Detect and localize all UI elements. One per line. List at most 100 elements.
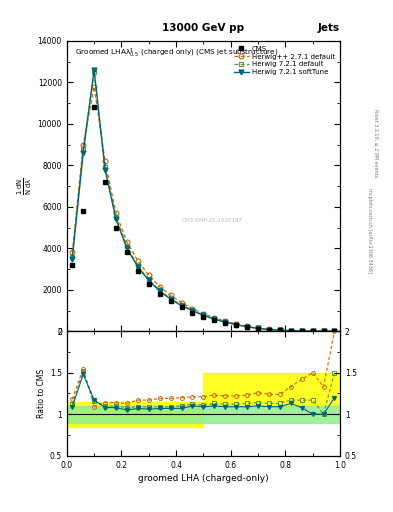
- CMS: [245, 324, 250, 330]
- X-axis label: groomed LHA (charged-only): groomed LHA (charged-only): [138, 474, 269, 483]
- Herwig++ 2.7.1 default: [125, 239, 129, 245]
- Herwig++ 2.7.1 default: [168, 292, 173, 298]
- Herwig++ 2.7.1 default: [288, 328, 293, 334]
- Herwig 7.2.1 softTune: [190, 308, 195, 314]
- Herwig 7.2.1 softTune: [288, 328, 293, 334]
- Herwig 7.2.1 default: [245, 324, 250, 330]
- Herwig++ 2.7.1 default: [245, 323, 250, 329]
- Herwig 7.2.1 default: [190, 307, 195, 313]
- Herwig 7.2.1 default: [125, 243, 129, 249]
- Herwig 7.2.1 default: [168, 295, 173, 302]
- Herwig 7.2.1 softTune: [157, 288, 162, 294]
- Herwig 7.2.1 softTune: [103, 166, 107, 173]
- Herwig 7.2.1 default: [92, 69, 97, 75]
- CMS: [179, 304, 184, 310]
- CMS: [92, 104, 97, 111]
- Herwig++ 2.7.1 default: [157, 284, 162, 290]
- Text: mcplots.cern.ch [arXiv:1306.3436]: mcplots.cern.ch [arXiv:1306.3436]: [367, 188, 372, 273]
- Herwig 7.2.1 softTune: [114, 216, 118, 222]
- Line: CMS: CMS: [70, 105, 336, 333]
- CMS: [288, 328, 293, 334]
- Herwig 7.2.1 softTune: [332, 328, 337, 334]
- Herwig 7.2.1 default: [321, 328, 326, 334]
- Herwig 7.2.1 default: [136, 263, 140, 269]
- Herwig 7.2.1 softTune: [168, 296, 173, 302]
- CMS: [125, 249, 129, 255]
- CMS: [146, 281, 151, 287]
- Herwig 7.2.1 softTune: [299, 328, 304, 334]
- Herwig 7.2.1 default: [179, 302, 184, 308]
- CMS: [70, 262, 75, 268]
- Herwig 7.2.1 softTune: [201, 312, 206, 318]
- Herwig++ 2.7.1 default: [190, 306, 195, 312]
- CMS: [168, 298, 173, 304]
- Herwig 7.2.1 default: [114, 214, 118, 220]
- Herwig++ 2.7.1 default: [179, 300, 184, 306]
- Herwig 7.2.1 default: [81, 146, 86, 152]
- Herwig++ 2.7.1 default: [92, 83, 97, 90]
- Herwig 7.2.1 softTune: [179, 303, 184, 309]
- CMS: [321, 328, 326, 334]
- CMS: [190, 310, 195, 316]
- Herwig 7.2.1 default: [266, 327, 271, 333]
- Herwig++ 2.7.1 default: [277, 327, 282, 333]
- Line: Herwig 7.2.1 default: Herwig 7.2.1 default: [70, 70, 337, 334]
- Herwig 7.2.1 softTune: [277, 327, 282, 333]
- Herwig 7.2.1 softTune: [223, 319, 228, 325]
- Herwig 7.2.1 softTune: [92, 67, 97, 73]
- Herwig 7.2.1 softTune: [125, 245, 129, 251]
- Herwig 7.2.1 default: [212, 316, 217, 322]
- Herwig++ 2.7.1 default: [201, 311, 206, 317]
- Herwig++ 2.7.1 default: [212, 315, 217, 321]
- Herwig 7.2.1 softTune: [234, 322, 239, 328]
- Herwig 7.2.1 default: [146, 276, 151, 283]
- Herwig++ 2.7.1 default: [256, 325, 261, 331]
- Herwig 7.2.1 default: [201, 312, 206, 318]
- Herwig 7.2.1 softTune: [256, 325, 261, 331]
- Herwig 7.2.1 default: [288, 328, 293, 334]
- Y-axis label: Ratio to CMS: Ratio to CMS: [37, 369, 46, 418]
- Legend: CMS, Herwig++ 2.7.1 default, Herwig 7.2.1 default, Herwig 7.2.1 softTune: CMS, Herwig++ 2.7.1 default, Herwig 7.2.…: [232, 45, 336, 76]
- CMS: [332, 328, 337, 334]
- Herwig 7.2.1 softTune: [245, 324, 250, 330]
- Herwig 7.2.1 default: [70, 253, 75, 260]
- Herwig 7.2.1 default: [103, 164, 107, 170]
- Herwig++ 2.7.1 default: [332, 328, 337, 334]
- Herwig++ 2.7.1 default: [114, 210, 118, 216]
- CMS: [81, 208, 86, 214]
- Text: 13000 GeV pp: 13000 GeV pp: [162, 23, 244, 33]
- Herwig 7.2.1 default: [223, 319, 228, 325]
- CMS: [277, 327, 282, 333]
- Herwig 7.2.1 softTune: [212, 316, 217, 322]
- CMS: [212, 317, 217, 324]
- CMS: [266, 327, 271, 333]
- Herwig++ 2.7.1 default: [266, 326, 271, 332]
- Text: Jets: Jets: [318, 23, 340, 33]
- CMS: [103, 179, 107, 185]
- Herwig++ 2.7.1 default: [234, 321, 239, 327]
- CMS: [310, 328, 315, 334]
- CMS: [256, 326, 261, 332]
- Text: Groomed LHA$\mathregular{\lambda^{1}_{0.5}}$ (charged only) (CMS jet substructur: Groomed LHA$\mathregular{\lambda^{1}_{0.…: [75, 47, 279, 60]
- Herwig 7.2.1 softTune: [146, 278, 151, 284]
- CMS: [201, 314, 206, 320]
- Herwig 7.2.1 softTune: [310, 328, 315, 334]
- CMS: [114, 224, 118, 230]
- Herwig 7.2.1 default: [310, 328, 315, 334]
- Herwig++ 2.7.1 default: [321, 328, 326, 334]
- Herwig 7.2.1 softTune: [70, 255, 75, 262]
- Text: Rivet 3.1.10, ≥ 2.9M events: Rivet 3.1.10, ≥ 2.9M events: [373, 109, 378, 178]
- Herwig 7.2.1 softTune: [81, 150, 86, 156]
- CMS: [136, 268, 140, 274]
- CMS: [157, 291, 162, 297]
- Herwig++ 2.7.1 default: [136, 258, 140, 264]
- Herwig 7.2.1 default: [234, 322, 239, 328]
- CMS: [299, 328, 304, 334]
- Herwig++ 2.7.1 default: [299, 328, 304, 334]
- Herwig++ 2.7.1 default: [146, 272, 151, 279]
- Herwig 7.2.1 softTune: [136, 264, 140, 270]
- Line: Herwig++ 2.7.1 default: Herwig++ 2.7.1 default: [70, 84, 337, 334]
- Herwig 7.2.1 default: [256, 325, 261, 331]
- Herwig++ 2.7.1 default: [81, 141, 86, 147]
- Herwig 7.2.1 default: [157, 287, 162, 293]
